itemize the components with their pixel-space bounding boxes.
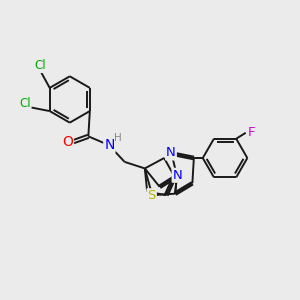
Text: N: N — [166, 146, 176, 160]
Text: N: N — [172, 169, 182, 182]
Text: N: N — [104, 138, 115, 152]
Text: O: O — [62, 135, 73, 149]
Text: Cl: Cl — [19, 97, 31, 110]
Text: H: H — [115, 133, 122, 142]
Text: S: S — [148, 189, 156, 202]
Text: F: F — [247, 126, 255, 139]
Text: Cl: Cl — [34, 59, 46, 72]
